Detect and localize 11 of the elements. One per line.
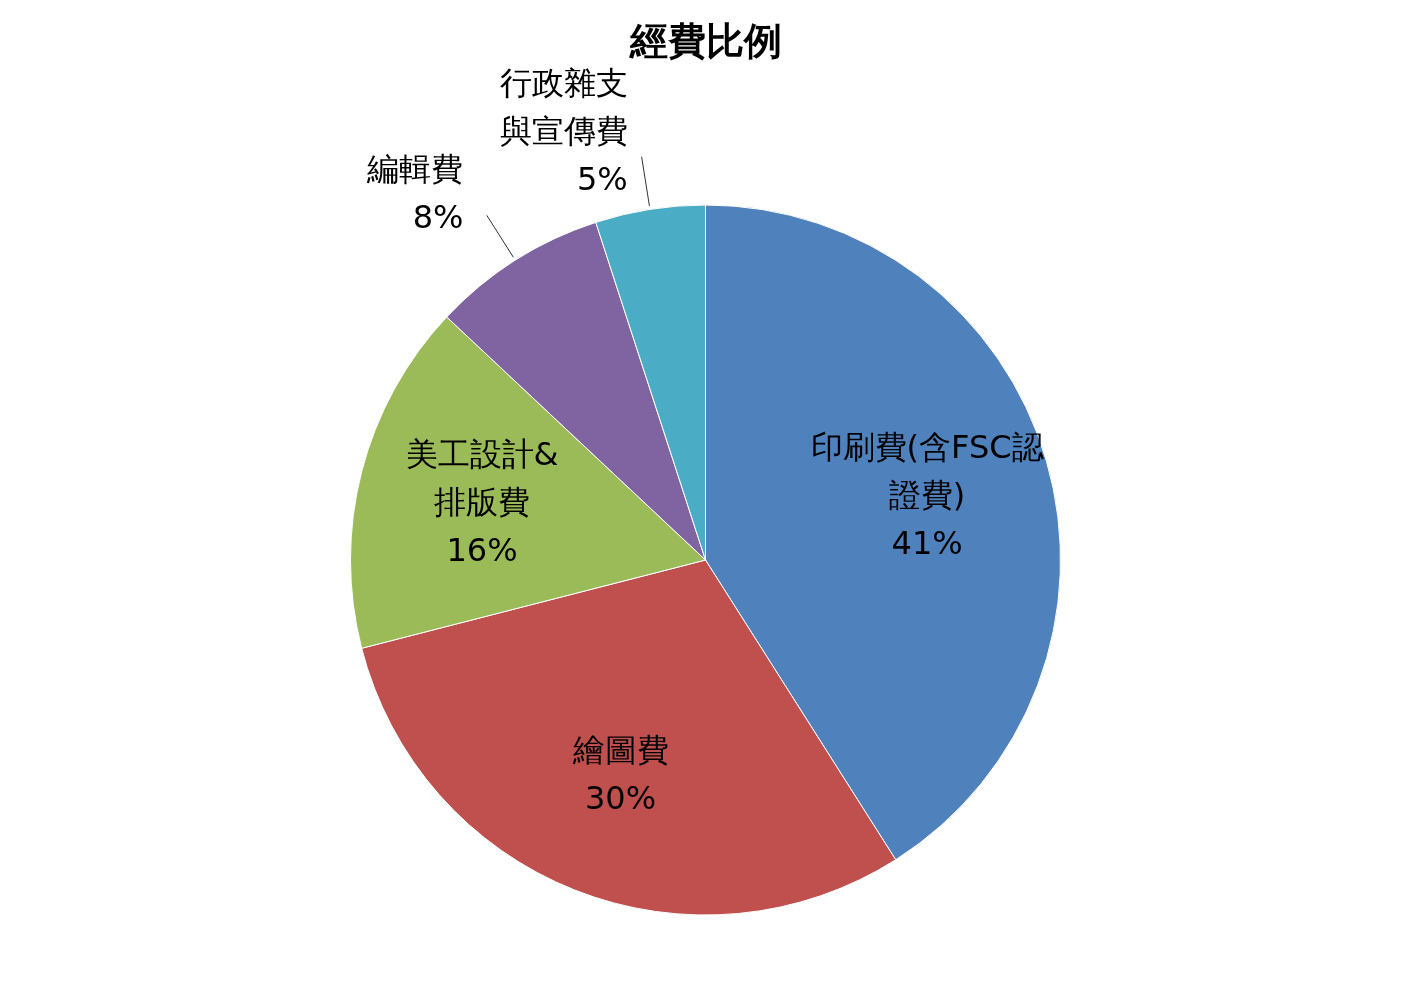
- slice-label: 印刷費(含FSC認證費): [810, 427, 1044, 514]
- slice-label: 繪圖費: [571, 730, 669, 769]
- data-label: 16%: [446, 530, 518, 569]
- slice-label: 行政雜支與宣傳費: [499, 64, 628, 151]
- chart-title: 經費比例: [628, 19, 782, 64]
- slice-label: 美工設計&排版費: [405, 434, 559, 521]
- data-label: 30%: [584, 778, 657, 817]
- data-label: 8%: [412, 198, 464, 237]
- data-label: 41%: [891, 523, 963, 562]
- data-label: 5%: [576, 160, 628, 199]
- slice-label: 編輯費: [366, 150, 464, 189]
